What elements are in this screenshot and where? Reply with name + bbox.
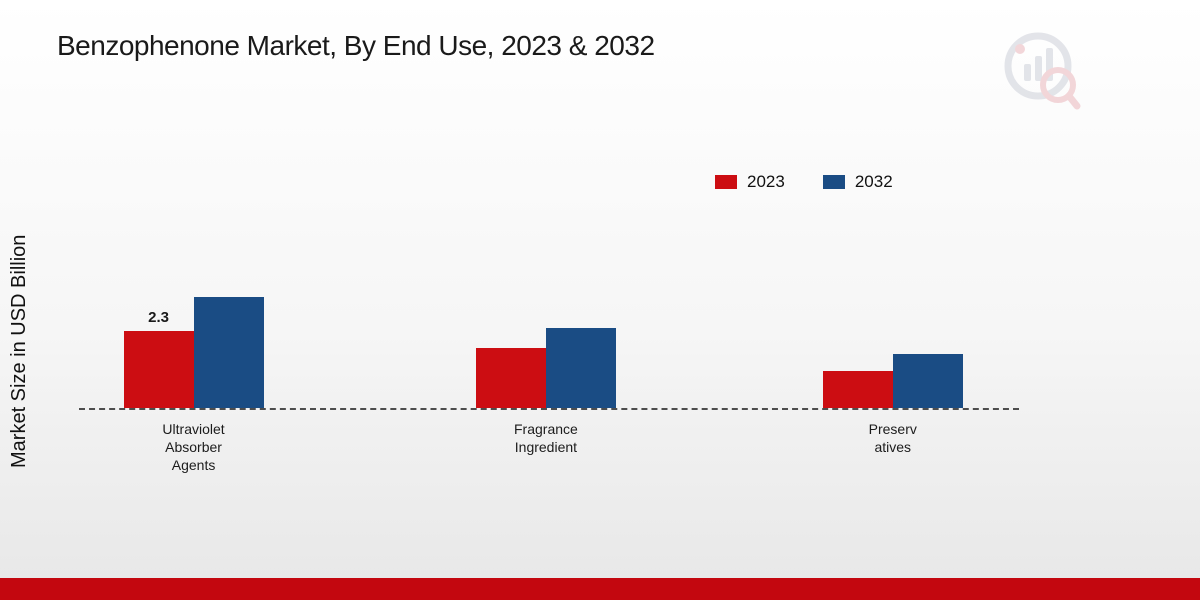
y-axis-label: Market Size in USD Billion: [8, 234, 30, 468]
legend: 2023 2032: [715, 172, 893, 192]
legend-label-2032: 2032: [854, 172, 893, 191]
bar-group-ultraviolet-absorber-agents: 2.3 Ultraviolet Absorber Agents: [123, 297, 264, 473]
chart-title: Benzophenone Market, By End Use, 2023 & …: [57, 30, 655, 61]
market-research-future-logo: [1000, 28, 1082, 121]
bar-2032-ultraviolet-absorber-agents: [193, 297, 264, 408]
x-axis-baseline: [79, 408, 1019, 410]
legend-item-2032: 2032: [822, 172, 893, 192]
bar-2023-ultraviolet-absorber-agents: 2.3: [123, 309, 194, 408]
bar-group-preservatives: Preserv atives: [822, 354, 963, 455]
legend-label-2023: 2023: [747, 172, 785, 191]
bar-2032-fragrance-ingredient: [545, 328, 616, 408]
bar-value-label: 2.3: [148, 309, 169, 326]
category-label-fragrance-ingredient: Fragrance Ingredient: [514, 421, 578, 456]
legend-swatch-2032: [822, 175, 845, 189]
bar-2032-preservatives: [892, 354, 963, 408]
bar-group-fragrance-ingredient: Fragrance Ingredient: [475, 328, 616, 455]
logo-graphic: [1004, 32, 1081, 110]
legend-swatch-2023: [715, 175, 737, 189]
footer-bar: [0, 578, 1200, 600]
category-label-ultraviolet-absorber-agents: Ultraviolet Absorber Agents: [162, 421, 225, 474]
plot-area: 2.3 Ultraviolet Absorber Agents Fragrance …: [79, 150, 1019, 473]
legend-item-2023: 2023: [715, 172, 785, 192]
bar-2023-fragrance-ingredient: [475, 348, 546, 408]
category-label-preservatives: Preserv atives: [868, 421, 917, 456]
bar-2023-preservatives: [822, 371, 893, 408]
